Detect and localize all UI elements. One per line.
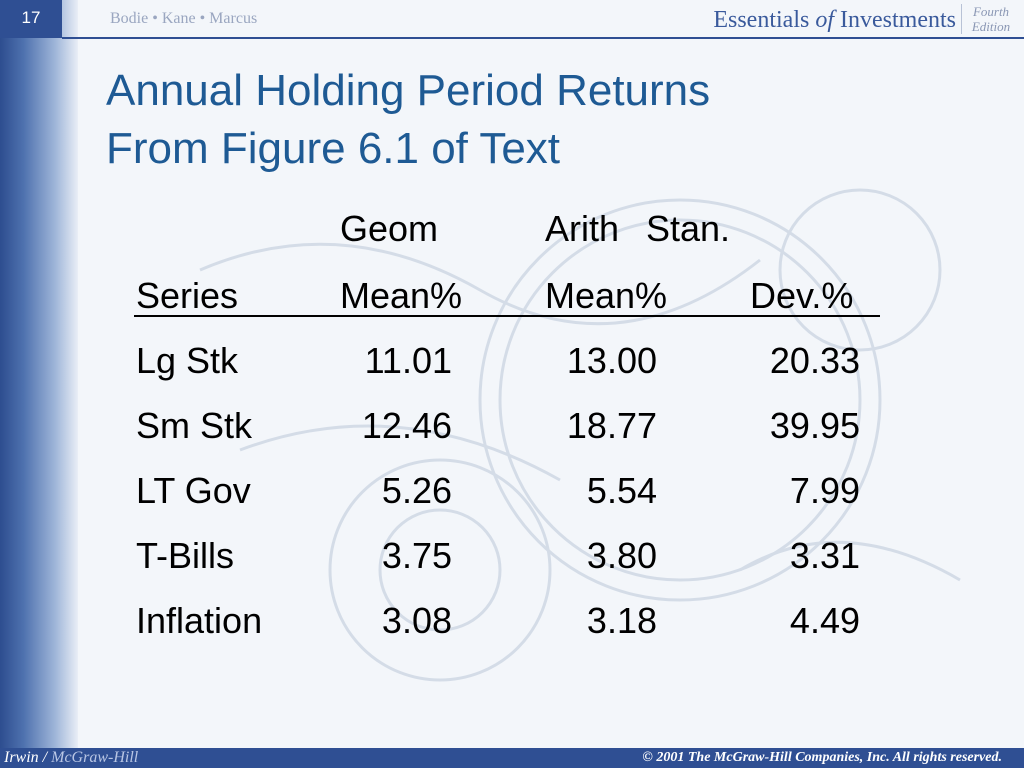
publisher-irwin: Irwin [4, 749, 39, 766]
row-label: LT Gov [136, 470, 251, 511]
row-label: T-Bills [136, 535, 234, 576]
arith-mean-value: 5.54 [586, 470, 657, 511]
arith-mean-value: 3.80 [586, 535, 657, 576]
geom-mean-value: 11.01 [364, 340, 452, 381]
geom-mean-value: 3.75 [381, 535, 452, 576]
row-label: Lg Stk [136, 340, 239, 381]
pocket-watch-watermark [199, 188, 961, 682]
std-dev-value: 39.95 [769, 405, 860, 446]
header-geom: Geom [340, 208, 439, 249]
returns-table: Geom Arith Stan. Series Mean% Mean% Dev.… [134, 208, 880, 641]
slide-title: Annual Holding Period Returns From Figur… [106, 62, 710, 178]
slide-number: 17 [0, 0, 62, 38]
arith-mean-value: 13.00 [566, 340, 657, 381]
geom-mean-value: 5.26 [381, 470, 452, 511]
header-geom-mean: Mean% [340, 275, 463, 316]
slide-title-line1: Annual Holding Period Returns [106, 66, 711, 115]
header-series: Series [136, 275, 239, 316]
row-label: Sm Stk [136, 405, 253, 446]
arith-mean-value: 18.77 [566, 405, 657, 446]
book-title-of: of [815, 7, 835, 33]
edition-line1: Fourth [972, 4, 1010, 19]
row-label: Inflation [136, 600, 263, 641]
header-std-dev: Dev.% [750, 275, 854, 316]
book-title-part1: Essentials [713, 7, 810, 33]
header-stan: Stan. [646, 208, 731, 249]
std-dev-value: 7.99 [789, 470, 860, 511]
slide-title-line2: From Figure 6.1 of Text [106, 124, 561, 173]
arith-mean-value: 3.18 [586, 600, 657, 641]
geom-mean-value: 3.08 [381, 600, 452, 641]
publisher-separator: / [42, 749, 48, 766]
publisher-mcgraw-hill: McGraw-Hill [51, 749, 139, 766]
left-gradient-strip [0, 0, 78, 748]
std-dev-value: 20.33 [769, 340, 860, 381]
publisher-label: Irwin / McGraw-Hill [4, 748, 138, 768]
book-title-part2: Investments [840, 7, 956, 33]
header-underline [134, 315, 880, 317]
book-title: Essentials of Investments [713, 7, 956, 34]
geom-mean-value: 12.46 [361, 405, 452, 446]
copyright-notice: © 2001 The McGraw-Hill Companies, Inc. A… [642, 750, 1002, 765]
footer-band: Irwin / McGraw-Hill © 2001 The McGraw-Hi… [0, 748, 1024, 768]
header-arith-mean: Mean% [545, 275, 668, 316]
std-dev-value: 4.49 [789, 600, 860, 641]
std-dev-value: 3.31 [789, 535, 860, 576]
header-arith: Arith [545, 208, 620, 249]
edition-line2: Edition [971, 19, 1011, 34]
edition-label: Fourth Edition [961, 4, 1020, 34]
authors-label: Bodie • Kane • Marcus [110, 10, 258, 27]
header-divider [62, 37, 1024, 39]
